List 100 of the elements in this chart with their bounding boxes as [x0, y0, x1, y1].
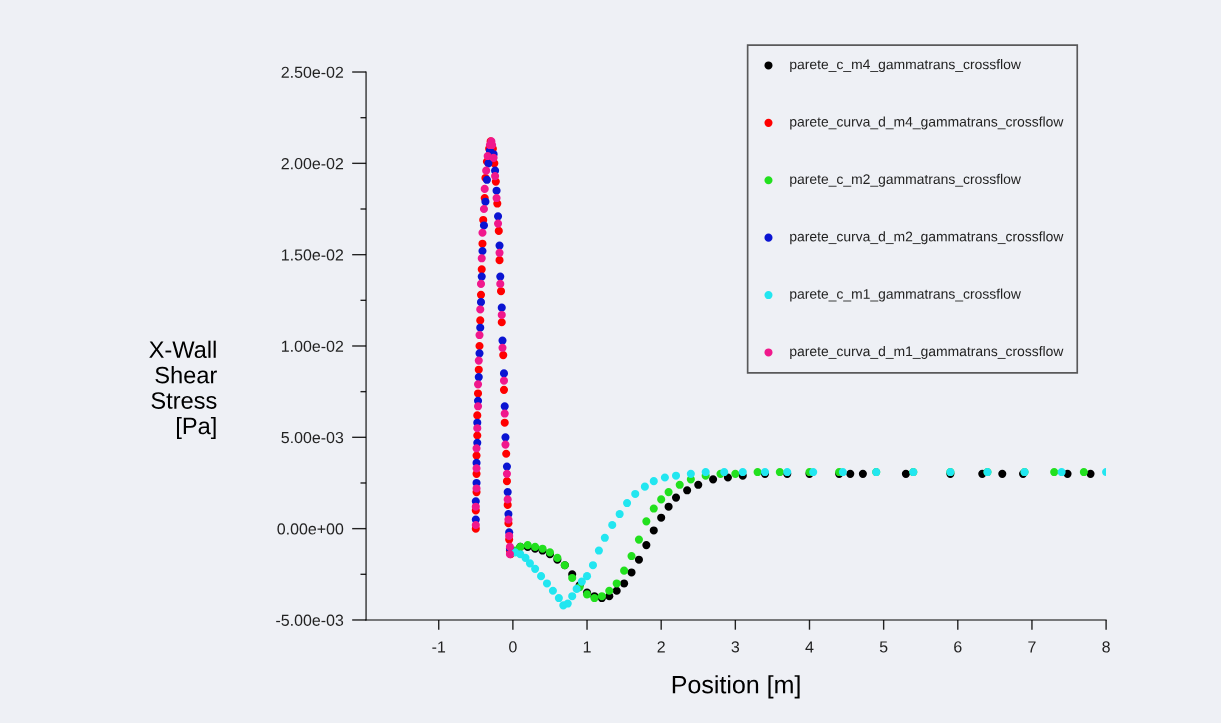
- point: [497, 318, 506, 327]
- point: [531, 564, 540, 573]
- point: [657, 495, 666, 504]
- legend-label: parete_curva_d_m2_gammatrans_crossflow: [790, 231, 1064, 245]
- x-tick-label: 6: [954, 641, 962, 653]
- point: [998, 469, 1007, 478]
- point: [495, 248, 504, 257]
- point: [475, 330, 484, 340]
- x-tick-label: 1: [583, 641, 591, 653]
- point: [500, 402, 509, 411]
- legend-label: parete_curva_d_m1_gammatrans_crossflow: [790, 346, 1064, 359]
- point: [642, 541, 651, 550]
- point: [476, 279, 486, 288]
- point: [608, 520, 617, 530]
- point: [499, 376, 509, 385]
- x-tick-label: 4: [805, 641, 814, 653]
- y-tick-label: -5.00e-03: [276, 614, 344, 626]
- point: [542, 579, 552, 588]
- point: [502, 462, 511, 471]
- point: [497, 303, 506, 312]
- point: [649, 526, 658, 535]
- point: [537, 572, 546, 581]
- point: [502, 449, 511, 458]
- point: [502, 477, 511, 486]
- point: [478, 246, 487, 256]
- point: [471, 520, 480, 530]
- point: [503, 495, 512, 504]
- point: [525, 559, 534, 568]
- legend-label: parete_c_m2_gammatrans_crossflow: [790, 173, 1021, 187]
- point: [478, 228, 487, 237]
- point: [496, 279, 505, 288]
- point: [477, 265, 486, 274]
- point: [472, 464, 481, 473]
- x-tick-label: -1: [432, 641, 446, 653]
- y-tick-label: 1.50e-02: [282, 249, 344, 261]
- point: [494, 212, 503, 221]
- point: [664, 488, 673, 497]
- x-tick-label: 7: [1028, 641, 1036, 653]
- point: [495, 241, 504, 250]
- point: [627, 551, 636, 561]
- y-tick-label: 1.00e-02: [282, 340, 344, 352]
- y-tick-label: 5.00e-03: [281, 431, 344, 444]
- point: [627, 568, 636, 577]
- point: [473, 424, 482, 433]
- point: [642, 517, 651, 526]
- x-tick-label: 2: [657, 641, 665, 653]
- point: [577, 577, 586, 586]
- point: [492, 193, 501, 203]
- point: [480, 184, 489, 193]
- point: [631, 489, 640, 498]
- point: [731, 469, 740, 478]
- x-tick-label: 3: [731, 641, 740, 653]
- point: [497, 310, 506, 319]
- y-tick-label: 2.00e-02: [281, 157, 344, 170]
- point: [858, 469, 867, 478]
- point: [846, 469, 855, 478]
- y-tick-label: 2.50e-02: [281, 66, 344, 78]
- point: [476, 316, 485, 325]
- point: [1079, 467, 1088, 477]
- x-tick-label: 8: [1102, 641, 1110, 653]
- point: [476, 305, 485, 314]
- point: [640, 482, 649, 491]
- point: [660, 473, 669, 482]
- legend-label: parete_curva_d_m4_gammatrans_crossflow: [790, 116, 1064, 130]
- point: [474, 372, 483, 382]
- point: [809, 467, 818, 477]
- legend-label: parete_c_m1_gammatrans_crossflow: [790, 288, 1021, 302]
- point: [548, 586, 557, 595]
- point: [683, 486, 692, 495]
- point: [476, 298, 486, 307]
- point: [499, 385, 509, 394]
- legend-label: parete_c_m4_gammatrans_crossflow: [790, 59, 1021, 72]
- point: [473, 411, 482, 420]
- point: [657, 513, 666, 522]
- point: [474, 356, 483, 365]
- point: [720, 467, 729, 477]
- point: [494, 226, 503, 235]
- point: [664, 502, 673, 511]
- point: [568, 573, 577, 583]
- x-tick-label: 5: [879, 641, 888, 653]
- point: [473, 380, 483, 389]
- point: [501, 433, 510, 442]
- point: [495, 256, 504, 265]
- point: [582, 572, 592, 581]
- point: [479, 204, 489, 214]
- point: [563, 599, 572, 608]
- point: [594, 546, 603, 555]
- point: [475, 349, 484, 358]
- point: [694, 480, 703, 489]
- x-axis-title: Position [m]: [672, 675, 800, 699]
- point: [474, 365, 483, 374]
- point: [498, 336, 507, 345]
- x-tick-label: 0: [509, 641, 517, 653]
- point: [649, 504, 658, 513]
- point: [649, 477, 658, 486]
- point: [605, 586, 614, 595]
- point: [1050, 467, 1059, 477]
- point: [499, 369, 509, 378]
- point: [671, 471, 681, 480]
- point: [502, 469, 511, 478]
